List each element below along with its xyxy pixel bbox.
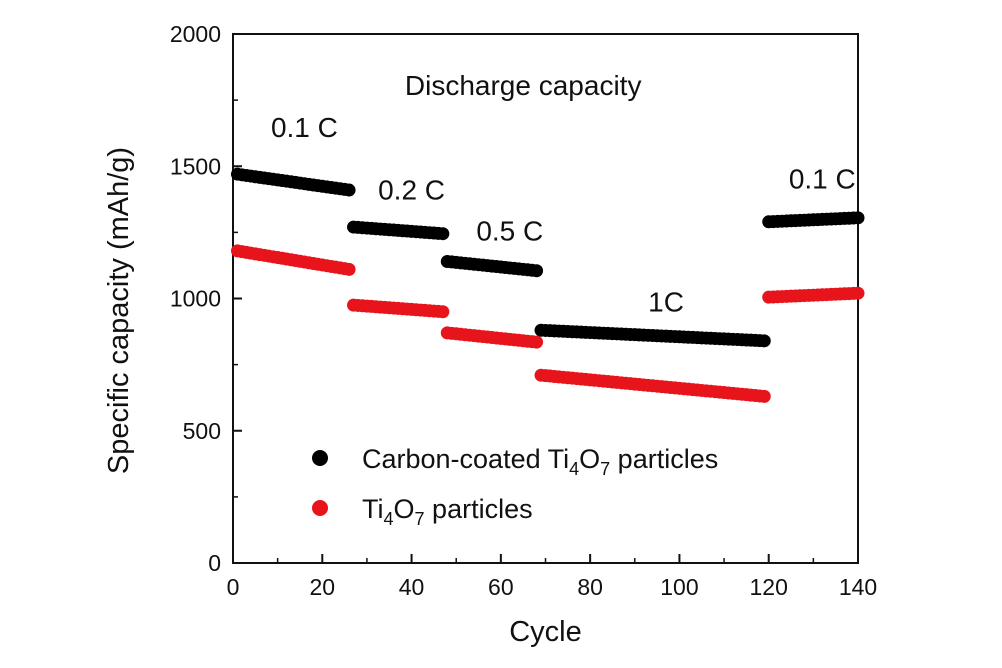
rate-annotation: 0.1 C — [789, 164, 856, 195]
legend-subscript: 7 — [600, 459, 610, 479]
rate-annotation: 0.2 C — [378, 174, 445, 205]
legend-label: Ti4O7 particles — [362, 494, 533, 529]
legend-text-main: Ti — [362, 494, 384, 524]
x-tick-label: 0 — [227, 574, 240, 600]
data-point — [530, 335, 544, 349]
legend-text-tail: particles — [610, 444, 718, 474]
y-tick-label: 1500 — [170, 153, 221, 179]
y-tick-label: 1000 — [170, 286, 221, 312]
data-point — [530, 264, 544, 278]
x-tick-label: 100 — [660, 574, 698, 600]
data-point — [757, 389, 771, 403]
data-point — [436, 227, 450, 241]
legend-text-tail: particles — [425, 494, 533, 524]
legend-marker — [312, 450, 328, 466]
y-tick-label: 0 — [208, 550, 221, 576]
series-ti4o7 — [230, 244, 865, 403]
rate-annotation: 1C — [648, 287, 684, 318]
legend-text-mid: O — [394, 494, 415, 524]
axis-ticks — [232, 33, 859, 564]
rate-annotation: Discharge capacity — [405, 70, 642, 101]
legend-subscript: 4 — [384, 509, 394, 529]
legend-text-main: Carbon-coated Ti — [362, 444, 569, 474]
tick-labels: 0 20 40 60 80 100 120 140 0 500 1000 1500 2000 — [170, 21, 877, 600]
data-markers — [230, 167, 865, 403]
data-point — [757, 334, 771, 348]
legend-label: Carbon-coated Ti4O7 particles — [362, 444, 718, 479]
x-tick-label: 20 — [309, 574, 335, 600]
data-point — [342, 183, 356, 197]
x-tick-label: 140 — [839, 574, 877, 600]
x-tick-label: 40 — [399, 574, 425, 600]
legend-subscript: 4 — [569, 459, 579, 479]
data-point — [436, 305, 450, 319]
legend-text-mid: O — [579, 444, 600, 474]
data-point — [851, 211, 865, 225]
x-tick-label: 80 — [577, 574, 603, 600]
data-point — [342, 262, 356, 276]
legend-subscript: 7 — [415, 509, 425, 529]
y-axis-title: Specific capacity (mAh/g) — [103, 147, 135, 474]
rate-annotation: 0.1 C — [271, 112, 338, 143]
x-axis-title: Cycle — [509, 616, 582, 648]
x-tick-label: 120 — [750, 574, 788, 600]
y-tick-label: 500 — [183, 418, 221, 444]
series-carbon-coated — [230, 167, 865, 348]
annotations: Discharge capacity 0.1 C 0.2 C 0.5 C 1C 0.1 C — [271, 70, 856, 318]
legend-marker — [312, 500, 328, 516]
data-point — [851, 286, 865, 300]
y-tick-label: 2000 — [170, 21, 221, 47]
rate-annotation: 0.5 C — [476, 215, 543, 246]
x-tick-label: 60 — [488, 574, 514, 600]
